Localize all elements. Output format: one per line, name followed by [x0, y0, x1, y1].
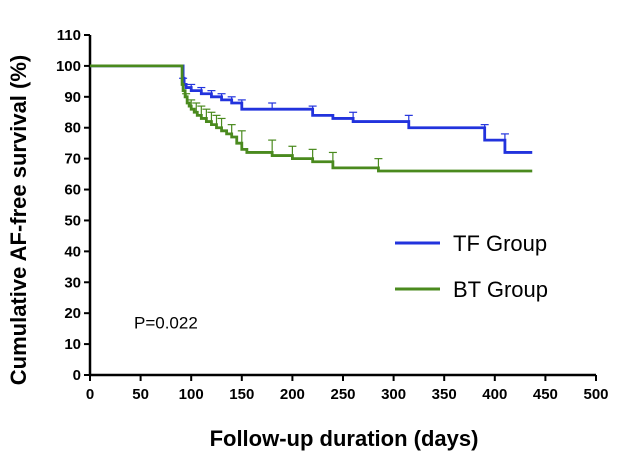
y-axis-title: Cumulative AF-free survival (%)	[6, 55, 31, 386]
y-tick-label: 30	[64, 274, 81, 291]
x-tick-label: 450	[533, 386, 558, 403]
legend-label: TF Group	[453, 231, 547, 256]
legend-label: BT Group	[453, 277, 548, 302]
y-tick-label: 70	[64, 151, 81, 168]
y-tick-label: 110	[57, 27, 81, 44]
y-tick-label: 80	[64, 120, 81, 137]
x-tick-label: 50	[132, 386, 149, 403]
y-tick-label: 50	[64, 212, 81, 229]
legend: TF Group BT Group P=0.022	[134, 231, 548, 333]
series-lines	[90, 64, 533, 173]
y-tick-label: 90	[64, 89, 81, 106]
y-tick-label: 40	[64, 243, 81, 260]
series-line-tf-group	[90, 64, 533, 154]
series-line-bt-group	[90, 64, 533, 173]
x-axis-title: Follow-up duration (days)	[210, 426, 479, 451]
x-tick-label: 200	[280, 386, 305, 403]
x-tick-label: 250	[330, 386, 355, 403]
p-value-annotation: P=0.022	[134, 314, 198, 333]
y-tick-label: 0	[73, 367, 81, 384]
x-tick-label: 100	[179, 386, 204, 403]
x-tick-label: 150	[229, 386, 254, 403]
x-tick-label: 400	[482, 386, 507, 403]
y-tick-label: 10	[64, 336, 81, 353]
y-tick-label: 20	[64, 305, 81, 322]
y-tick-label: 100	[56, 58, 81, 75]
x-tick-label: 0	[86, 386, 94, 403]
y-tick-label: 60	[64, 182, 81, 199]
x-tick-label: 300	[381, 386, 406, 403]
x-tick-label: 350	[432, 386, 457, 403]
x-tick-label: 500	[583, 386, 608, 403]
axes: 0 10 20 30 40 50 60 70 80 90 100 110 0 50 100 150 200 250…	[56, 27, 609, 403]
